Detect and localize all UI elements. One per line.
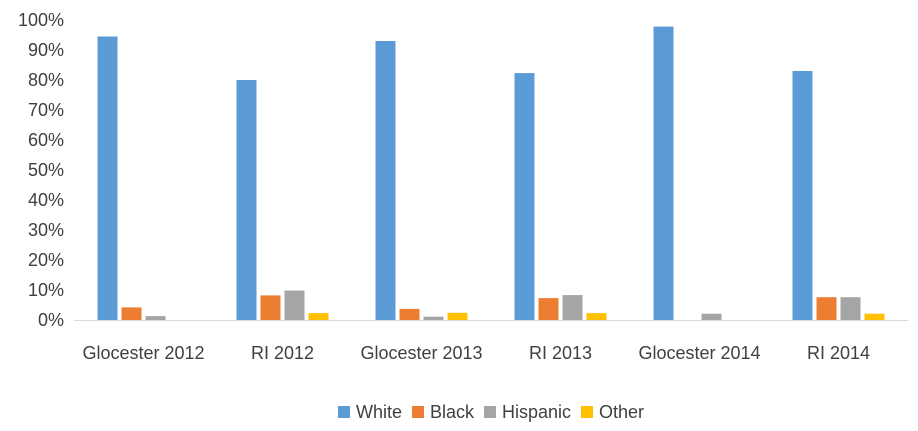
y-tick-label: 60% <box>28 130 64 150</box>
bar-black-3 <box>538 298 559 320</box>
bar-white-4 <box>653 26 674 320</box>
legend-item-black: Black <box>411 402 475 422</box>
bar-white-5 <box>792 71 813 320</box>
bar-hispanic-3 <box>562 295 583 320</box>
legend-label: Other <box>599 402 644 422</box>
legend-swatch <box>337 406 350 418</box>
bar-hispanic-0 <box>145 316 166 320</box>
legend-label: Black <box>430 402 475 422</box>
bar-hispanic-5 <box>840 297 861 320</box>
legend-item-hispanic: Hispanic <box>483 402 571 422</box>
legend-item-other: Other <box>581 402 644 422</box>
y-tick-label: 20% <box>28 250 64 270</box>
bar-white-1 <box>236 80 257 320</box>
x-tick-label: Glocester 2014 <box>638 343 760 363</box>
y-tick-label: 80% <box>28 70 64 90</box>
y-tick-label: 50% <box>28 160 64 180</box>
y-tick-label: 10% <box>28 280 64 300</box>
bars <box>97 26 885 320</box>
bar-hispanic-4 <box>701 313 722 320</box>
legend-swatch <box>581 406 594 418</box>
x-tick-label: Glocester 2013 <box>360 343 482 363</box>
legend-item-white: White <box>337 402 402 422</box>
x-tick-label: RI 2013 <box>529 343 592 363</box>
legend-label: Hispanic <box>502 402 571 422</box>
x-tick-label: RI 2012 <box>251 343 314 363</box>
y-tick-label: 40% <box>28 190 64 210</box>
bar-black-1 <box>260 295 281 320</box>
x-tick-label: Glocester 2012 <box>82 343 204 363</box>
y-axis: 0% 10% 20% 30% 40% 50% 60% 70% 80% 90% 100% <box>18 10 64 330</box>
bar-other-3 <box>586 313 607 320</box>
bar-other-5 <box>864 313 885 320</box>
bar-other-1 <box>308 313 329 320</box>
bar-hispanic-1 <box>284 290 305 320</box>
y-tick-label: 30% <box>28 220 64 240</box>
bar-other-2 <box>447 312 468 320</box>
y-tick-label: 70% <box>28 100 64 120</box>
y-tick-label: 100% <box>18 10 64 30</box>
bar-black-5 <box>816 297 837 320</box>
legend: White Black Hispanic Other <box>337 402 644 422</box>
bar-hispanic-2 <box>423 316 444 320</box>
y-tick-label: 90% <box>28 40 64 60</box>
legend-label: White <box>356 402 402 422</box>
bar-white-2 <box>375 41 396 320</box>
bar-white-0 <box>97 36 118 320</box>
legend-swatch <box>411 406 424 418</box>
bar-black-0 <box>121 307 142 320</box>
y-tick-label: 0% <box>38 310 64 330</box>
bar-white-3 <box>514 73 535 320</box>
bar-black-2 <box>399 308 420 320</box>
legend-swatch <box>483 406 496 418</box>
x-tick-label: RI 2014 <box>807 343 870 363</box>
x-axis: Glocester 2012 RI 2012 Glocester 2013 RI 20… <box>74 320 908 363</box>
